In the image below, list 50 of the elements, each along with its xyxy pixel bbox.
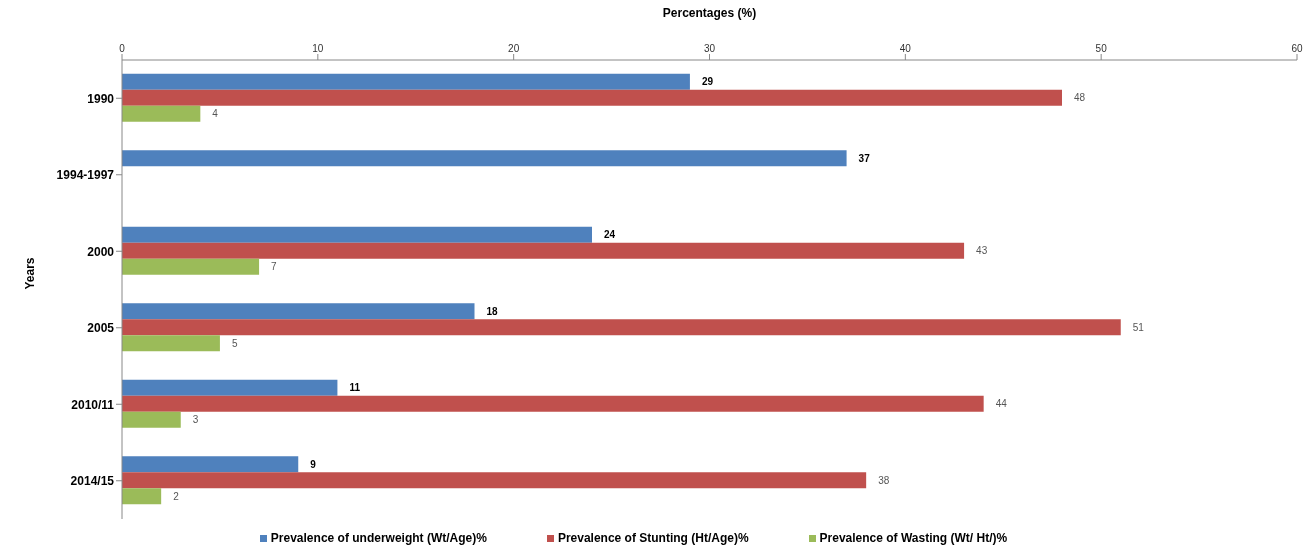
- x-tick-label: 20: [508, 43, 520, 54]
- bar: [122, 73, 690, 90]
- data-label: 51: [1132, 321, 1145, 333]
- data-label: 11: [349, 382, 361, 394]
- data-label: 18: [486, 305, 499, 317]
- bar: [122, 226, 592, 243]
- x-tick-label: 10: [312, 43, 324, 54]
- y-tick-label: 2005: [87, 321, 115, 336]
- data-label: 43: [976, 245, 988, 257]
- bar: [122, 488, 162, 505]
- bar: [122, 379, 338, 396]
- x-tick-label: 50: [1095, 43, 1108, 54]
- data-label: 3: [192, 414, 199, 426]
- bar: [122, 150, 847, 167]
- x-tick-label: 0: [119, 43, 126, 54]
- x-tick-label: 30: [703, 43, 716, 54]
- data-label: 48: [1074, 92, 1086, 104]
- data-label: 29: [701, 76, 714, 88]
- bar: [122, 319, 1121, 336]
- bar: [122, 395, 984, 412]
- data-label: 24: [604, 229, 616, 241]
- data-label: 38: [878, 474, 890, 486]
- data-label: 4: [212, 108, 219, 120]
- x-tick-label: 40: [899, 43, 912, 54]
- y-axis-title: Years: [23, 257, 38, 290]
- bar: [122, 335, 220, 352]
- x-axis-title: Percentages (%): [662, 5, 757, 20]
- bar: [122, 456, 299, 473]
- data-label: 37: [858, 152, 871, 164]
- y-tick-label: 1994-1997: [56, 168, 115, 183]
- legend-label: Prevalence of Stunting (Ht/Age)%: [557, 531, 749, 545]
- data-label: 5: [231, 337, 238, 349]
- bar: [122, 472, 867, 489]
- data-label: 7: [271, 261, 278, 273]
- legend-label: Prevalence of underweight (Wt/Age)%: [270, 531, 487, 545]
- y-tick-label: 2000: [87, 244, 115, 259]
- data-label: 44: [995, 398, 1008, 410]
- y-tick-label: 2014/15: [70, 474, 115, 489]
- data-label: 9: [310, 458, 317, 470]
- y-tick-label: 2010/11: [71, 397, 115, 412]
- bar: [122, 303, 475, 320]
- bar: [122, 89, 1062, 106]
- bar: [122, 105, 201, 122]
- data-label: 2: [173, 490, 180, 502]
- x-tick-label: 60: [1291, 43, 1303, 54]
- bar: [122, 411, 181, 428]
- legend-label: Prevalence of Wasting (Wt/ Ht/)%: [819, 531, 1008, 545]
- y-tick-label: 1990: [87, 91, 115, 106]
- bar: [122, 258, 260, 275]
- bar: [122, 242, 965, 259]
